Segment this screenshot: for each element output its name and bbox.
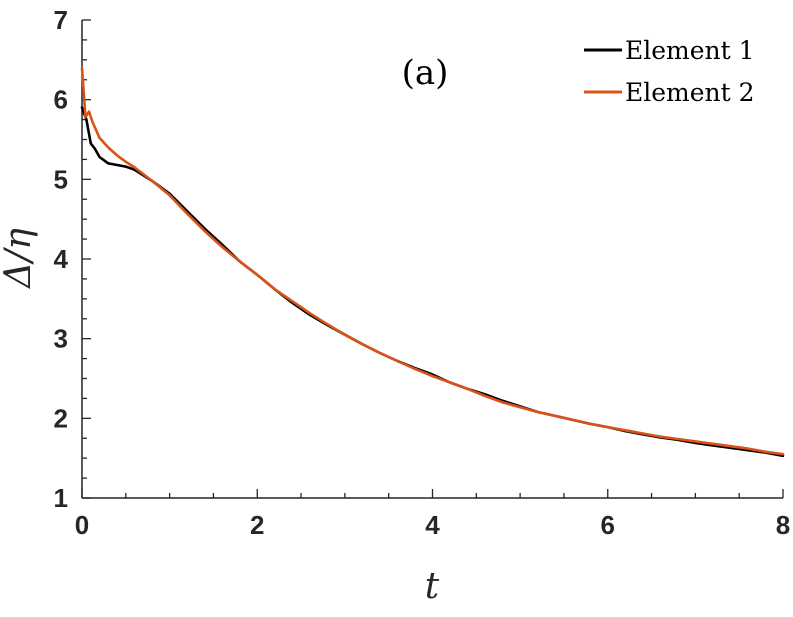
y-axis-title: Δ/η xyxy=(0,228,39,290)
x-tick-label: 4 xyxy=(425,510,440,540)
series-lines xyxy=(80,66,785,458)
x-axis-title: t xyxy=(425,566,440,607)
y-tick-label: 4 xyxy=(54,244,69,274)
y-tick-label: 3 xyxy=(54,324,68,354)
x-tick-label: 2 xyxy=(250,510,264,540)
x-tick-label: 6 xyxy=(601,510,615,540)
x-tick-label: 0 xyxy=(75,510,89,540)
legend: Element 1 Element 2 xyxy=(584,36,755,107)
y-tick-label: 2 xyxy=(54,403,68,433)
y-tick-label: 1 xyxy=(54,483,68,513)
x-tick-label: 8 xyxy=(776,510,790,540)
y-tick-label: 6 xyxy=(54,85,68,115)
y-tick-label: 7 xyxy=(54,5,68,35)
series-line-1 xyxy=(80,106,785,458)
legend-label-2: Element 2 xyxy=(625,78,755,107)
y-tick-label: 5 xyxy=(54,164,68,194)
panel-annotation: (a) xyxy=(402,53,449,93)
legend-label-1: Element 1 xyxy=(625,36,755,65)
tick-labels: 0 2 4 6 8 1 2 3 4 5 6 7 xyxy=(54,5,791,540)
series-line-2 xyxy=(80,66,785,456)
